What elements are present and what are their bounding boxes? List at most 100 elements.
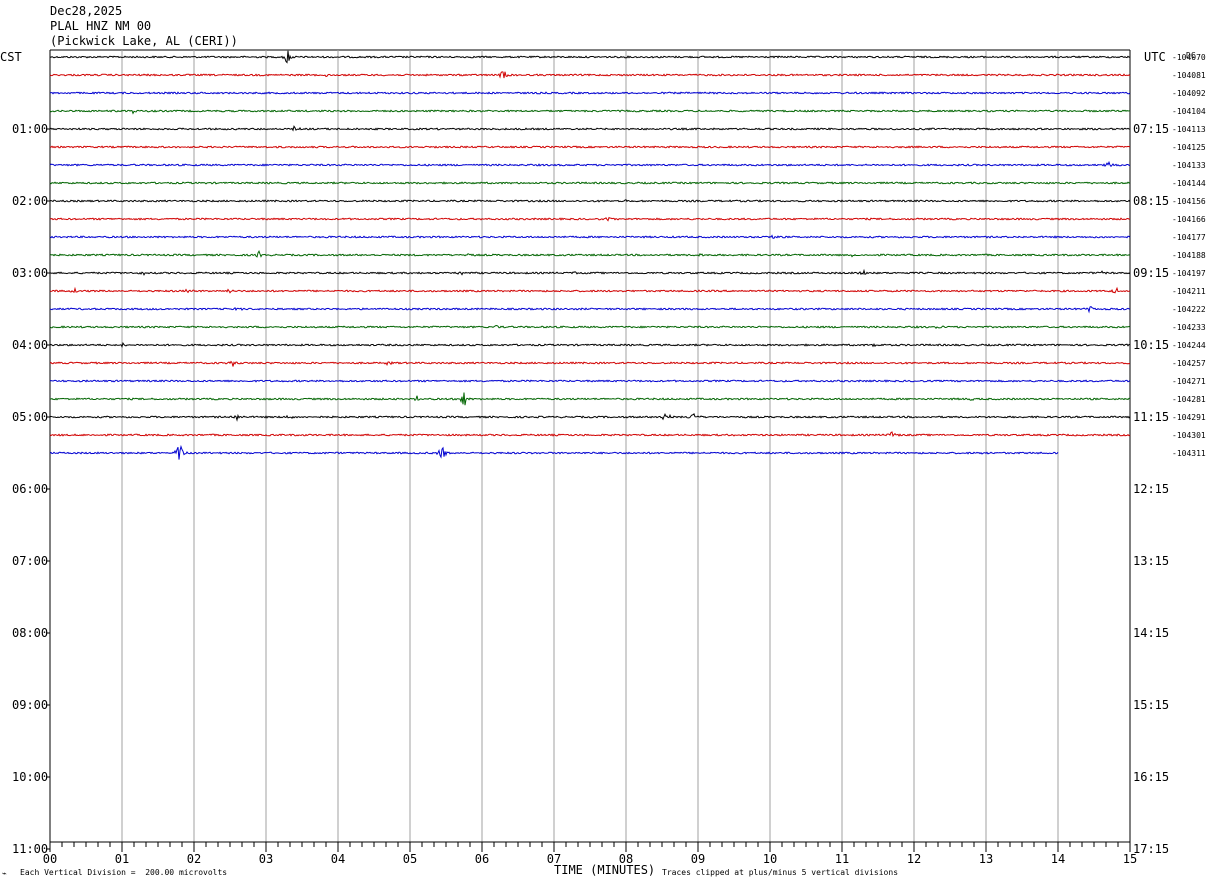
right-time-label: 14:15 bbox=[1133, 626, 1169, 640]
dc-label: -104197 bbox=[1172, 269, 1206, 278]
trace-row bbox=[49, 181, 1131, 185]
left-time-label: 08:00 bbox=[12, 626, 48, 640]
trace-row bbox=[49, 412, 1131, 422]
left-time-label: 02:00 bbox=[12, 194, 48, 208]
dc-label: -104301 bbox=[1172, 431, 1206, 440]
clip-note: Traces clipped at plus/minus 5 vertical … bbox=[662, 868, 898, 877]
dc-label: -104070 bbox=[1172, 53, 1206, 62]
right-time-label: 10:15 bbox=[1133, 338, 1169, 352]
trace-row bbox=[49, 431, 1131, 438]
left-time-label: 11:00 bbox=[12, 842, 48, 856]
dc-label: -104177 bbox=[1172, 233, 1206, 242]
trace-row bbox=[49, 50, 1131, 64]
trace-row bbox=[49, 379, 1131, 383]
trace-row bbox=[49, 324, 1131, 329]
left-time-labels: 01:00 02:00 03:00 04:00 05:00 06:00 07:00 08:00… bbox=[12, 122, 50, 856]
x-tick-label: 10 bbox=[763, 852, 777, 866]
dc-label: -104156 bbox=[1172, 197, 1206, 206]
x-tick-label: 14 bbox=[1051, 852, 1065, 866]
dc-labels: -104070 -104081 -104092 -104104 -104113 -1041… bbox=[1172, 53, 1206, 458]
time-axis: 00 01 02 03 04 05 06 07 08 09 10 11 12 13 14 15 bbox=[43, 841, 1137, 866]
left-time-label: 03:00 bbox=[12, 266, 48, 280]
dc-label: -104092 bbox=[1172, 89, 1206, 98]
left-axis-label: CST bbox=[0, 50, 22, 64]
trace-row bbox=[49, 125, 1131, 132]
trace-row bbox=[49, 109, 1130, 115]
dc-label: -104166 bbox=[1172, 215, 1206, 224]
dc-label: -104257 bbox=[1172, 359, 1206, 368]
dc-label: -104104 bbox=[1172, 107, 1206, 116]
dc-label: -104291 bbox=[1172, 413, 1206, 422]
x-tick-label: 01 bbox=[115, 852, 129, 866]
left-time-label: 06:00 bbox=[12, 482, 48, 496]
trace-row bbox=[49, 444, 1059, 460]
header-location: (Pickwick Lake, AL (CERI)) bbox=[50, 34, 238, 48]
x-tick-label: 11 bbox=[835, 852, 849, 866]
traces bbox=[49, 50, 1131, 460]
dc-label: -104271 bbox=[1172, 377, 1206, 386]
dc-label: -104133 bbox=[1172, 161, 1206, 170]
x-tick-label: 00 bbox=[43, 852, 57, 866]
right-time-label: 15:15 bbox=[1133, 698, 1169, 712]
x-tick-label: 07 bbox=[547, 852, 561, 866]
left-time-label: 07:00 bbox=[12, 554, 48, 568]
trace-row bbox=[49, 250, 1131, 258]
x-tick-label: 09 bbox=[691, 852, 705, 866]
right-time-label: 16:15 bbox=[1133, 770, 1169, 784]
grid bbox=[49, 49, 1131, 842]
scale-note: Each Vertical Division = 200.00 microvol… bbox=[20, 868, 227, 877]
dc-header: DC bbox=[1186, 51, 1196, 60]
x-tick-label: 12 bbox=[907, 852, 921, 866]
trace-row bbox=[49, 216, 1131, 222]
dc-label: -104281 bbox=[1172, 395, 1206, 404]
dc-label: -104244 bbox=[1172, 341, 1206, 350]
trace-row bbox=[50, 392, 1131, 406]
right-time-label: 17:15 bbox=[1133, 842, 1169, 856]
trace-row bbox=[49, 342, 1131, 349]
left-time-label: 01:00 bbox=[12, 122, 48, 136]
dc-label: -104222 bbox=[1172, 305, 1206, 314]
x-tick-label: 03 bbox=[259, 852, 273, 866]
trace-row bbox=[49, 306, 1131, 314]
dc-label: -104233 bbox=[1172, 323, 1206, 332]
right-time-labels: 07:15 08:15 09:15 10:15 11:15 12:15 13:15 14:15… bbox=[1133, 122, 1169, 856]
x-tick-label: 02 bbox=[187, 852, 201, 866]
trace-row bbox=[49, 91, 1131, 95]
x-axis-title: TIME (MINUTES) bbox=[554, 863, 655, 877]
dc-label: -104125 bbox=[1172, 143, 1206, 152]
dc-label: -104081 bbox=[1172, 71, 1206, 80]
left-time-label: 05:00 bbox=[12, 410, 48, 424]
trace-row bbox=[49, 160, 1131, 168]
right-time-label: 07:15 bbox=[1133, 122, 1169, 136]
x-tick-label: 15 bbox=[1123, 852, 1137, 866]
right-time-label: 11:15 bbox=[1133, 410, 1169, 424]
x-tick-label: 08 bbox=[619, 852, 633, 866]
trace-row bbox=[50, 268, 1131, 276]
x-tick-label: 05 bbox=[403, 852, 417, 866]
left-time-label: 04:00 bbox=[12, 338, 48, 352]
dc-label: -104311 bbox=[1172, 449, 1206, 458]
dc-label: -104188 bbox=[1172, 251, 1206, 260]
header-date: Dec28,2025 bbox=[50, 4, 122, 18]
x-tick-label: 13 bbox=[979, 852, 993, 866]
corner-mark-icon: ⌁ bbox=[2, 869, 7, 878]
trace-row bbox=[49, 286, 1131, 294]
left-time-label: 10:00 bbox=[12, 770, 48, 784]
trace-row bbox=[49, 234, 1131, 239]
trace-row bbox=[49, 145, 1131, 149]
dc-label: -104113 bbox=[1172, 125, 1206, 134]
x-tick-label: 06 bbox=[475, 852, 489, 866]
right-time-label: 12:15 bbox=[1133, 482, 1169, 496]
trace-row bbox=[49, 360, 1131, 367]
header-station: PLAL HNZ NM 00 bbox=[50, 19, 151, 33]
dc-label: -104144 bbox=[1172, 179, 1206, 188]
x-tick-label: 04 bbox=[331, 852, 345, 866]
left-time-label: 09:00 bbox=[12, 698, 48, 712]
dc-label: -104211 bbox=[1172, 287, 1206, 296]
right-time-label: 13:15 bbox=[1133, 554, 1169, 568]
right-time-label: 09:15 bbox=[1133, 266, 1169, 280]
right-axis-label: UTC bbox=[1144, 50, 1166, 64]
trace-row bbox=[49, 199, 1131, 203]
trace-row bbox=[49, 71, 1131, 79]
